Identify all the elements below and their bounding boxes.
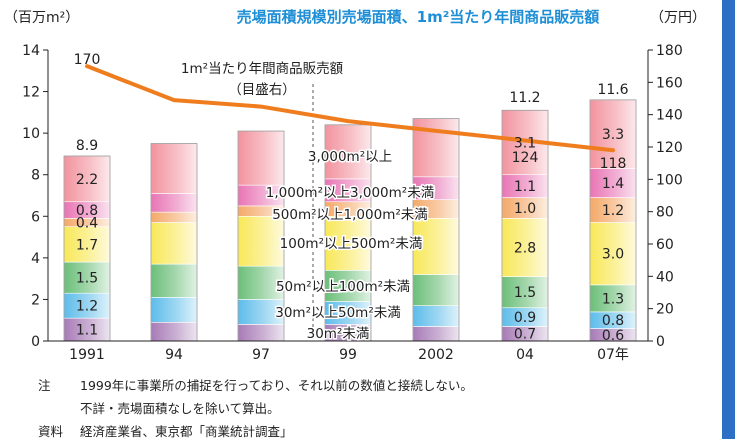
series-label: 50m²以上100m²未満	[276, 279, 410, 295]
series-label: 1,000m²以上3,000m²未満	[266, 185, 434, 201]
bar-segment	[412, 274, 460, 306]
segment-value-label: 1.2	[602, 203, 624, 219]
x-tick-label: 04	[516, 347, 534, 363]
bar-segment	[237, 130, 285, 186]
segment-value-label: 3.3	[602, 127, 624, 143]
right-axis-tick-label: 180	[656, 43, 683, 59]
bar-segment	[237, 324, 285, 342]
segment-value-label: 1.0	[514, 201, 536, 217]
right-axis-tick-label: 120	[656, 140, 683, 156]
bar-total-label: 11.6	[597, 82, 628, 98]
bar-segment	[150, 297, 198, 323]
segment-value-label: 1.4	[602, 176, 624, 192]
bar-segment	[237, 265, 285, 300]
x-tick-label: 1991	[69, 347, 105, 363]
series-label: 30m²未満	[307, 326, 370, 342]
series-label: 30m²以上50m²未満	[275, 305, 400, 321]
left-axis-tick-label: 14	[22, 43, 40, 59]
x-tick-label: 07年	[597, 347, 629, 363]
right-side-panel-edge	[722, 0, 735, 439]
bar-segment	[237, 215, 285, 267]
series-label: 3,000m²以上	[308, 149, 392, 165]
bar-segment	[324, 124, 372, 180]
right-axis-tick-label: 20	[656, 302, 674, 318]
segment-value-label: 0.8	[602, 313, 624, 329]
right-axis-tick-label: 40	[656, 269, 674, 285]
bar-segment	[324, 270, 372, 302]
stacked-bar-chart: 売場面積規模別売場面積、1m²当たり年間商品販売額 （百万m²） （万円） 1991 9…	[4, 8, 706, 363]
line-value-label: 170	[74, 52, 101, 68]
segment-value-label: 2.2	[76, 172, 98, 188]
left-axis-tick-label: 12	[22, 85, 40, 101]
bar-total-label: 11.2	[509, 90, 540, 106]
x-tick-label: 94	[165, 347, 183, 363]
line-series-axis-note: （目盛右）	[228, 82, 296, 98]
source-text: 経済産業省、東京都「商業統計調査」	[80, 424, 293, 439]
right-axis-tick-label: 80	[656, 205, 674, 221]
segment-value-label: 1.7	[76, 237, 98, 253]
right-axis-unit: （万円）	[650, 10, 706, 26]
x-tick-label: 99	[339, 347, 357, 363]
bar-segment	[412, 305, 460, 327]
segment-value-label: 0.9	[514, 310, 536, 326]
segment-value-label: 0.4	[76, 216, 98, 232]
left-axis-tick-label: 10	[22, 126, 40, 142]
segment-value-label: 0.7	[514, 327, 536, 343]
segment-value-label: 1.5	[514, 285, 536, 301]
left-axis-unit: （百万m²）	[4, 10, 79, 26]
left-axis-tick-label: 4	[31, 251, 40, 267]
bar-segment	[150, 143, 198, 194]
bar-segment	[501, 218, 549, 277]
bar-total-label: 8.9	[76, 138, 98, 154]
note-line-2: 不詳・売場面積なしを除いて算出。	[80, 401, 280, 416]
segment-value-label: 1.1	[514, 179, 536, 195]
bar-segment	[412, 218, 460, 275]
sales-per-sqm-line	[85, 64, 615, 153]
left-axis-tick-label: 0	[31, 334, 40, 350]
series-label: 500m²以上1,000m²未満	[272, 207, 428, 223]
segment-value-label: 3.1	[514, 135, 536, 151]
segment-value-label: 0.8	[76, 203, 98, 219]
x-tick-label: 97	[252, 347, 270, 363]
segment-value-label: 3.0	[602, 247, 624, 263]
bar-segment	[412, 326, 460, 342]
bar-segment	[237, 299, 285, 325]
left-axis-tick-label: 6	[31, 209, 40, 225]
line-value-label: 124	[512, 150, 539, 166]
segment-value-label: 1.2	[76, 299, 98, 315]
right-axis-tick-label: 0	[656, 334, 665, 350]
right-axis-tick-label: 140	[656, 108, 683, 124]
x-tick-label: 2002	[418, 347, 454, 363]
segment-value-label: 1.1	[76, 323, 98, 339]
segment-value-label: 2.8	[514, 240, 536, 256]
bar-segment	[150, 211, 198, 223]
left-axis-tick-label: 8	[31, 168, 40, 184]
line-series-label: 1m²当たり年間商品販売額	[181, 61, 343, 77]
source-label: 資料	[38, 424, 64, 439]
note-label: 注	[38, 378, 51, 393]
left-axis-tick-label: 2	[31, 292, 40, 308]
line-value-label: 118	[600, 156, 627, 172]
segment-value-label: 0.6	[602, 328, 624, 344]
bar-segment	[63, 292, 111, 319]
right-axis-tick-label: 60	[656, 237, 674, 253]
note-line-1: 1999年に事業所の捕捉を行っており、それ以前の数値と接続しない。	[80, 378, 473, 393]
segment-value-label: 1.5	[76, 271, 98, 287]
bar-segment	[589, 222, 637, 286]
bar-segment	[150, 222, 198, 265]
bar-segment	[63, 226, 111, 263]
series-label: 100m²以上500m²未満	[280, 236, 423, 252]
bar-segment	[589, 284, 637, 313]
segment-value-label: 1.3	[602, 291, 624, 307]
right-axis-tick-label: 160	[656, 75, 683, 91]
bar-segment	[150, 193, 198, 213]
chart-title: 売場面積規模別売場面積、1m²当たり年間商品販売額	[237, 8, 600, 26]
bar-segment	[501, 276, 549, 309]
right-axis-tick-label: 100	[656, 172, 683, 188]
bar-segment	[150, 321, 198, 342]
bar-segment	[150, 263, 198, 298]
